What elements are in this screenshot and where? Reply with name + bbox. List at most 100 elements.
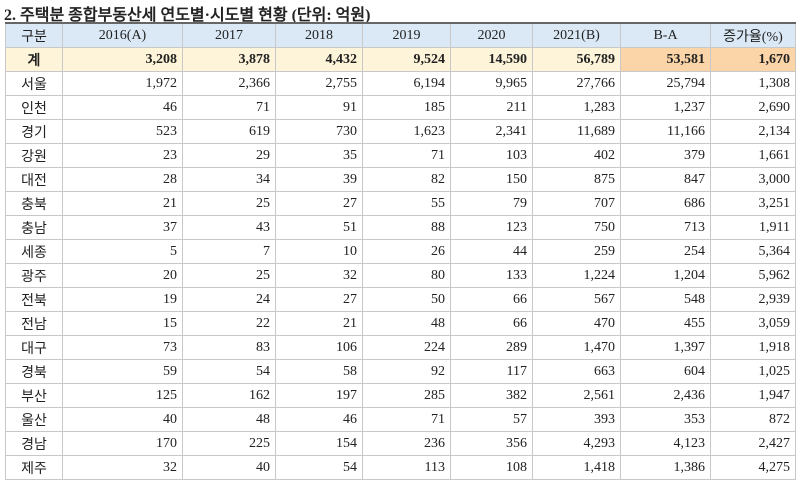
cell: 185 bbox=[362, 95, 451, 120]
cell: 5 bbox=[62, 239, 183, 264]
cell: 54 bbox=[182, 359, 276, 384]
cell: 73 bbox=[62, 335, 183, 360]
cell: 663 bbox=[532, 359, 621, 384]
cell: 548 bbox=[620, 287, 711, 312]
row-label: 제주 bbox=[5, 455, 63, 480]
cell: 46 bbox=[62, 95, 183, 120]
cell: 236 bbox=[362, 431, 451, 456]
cell: 1,308 bbox=[710, 71, 796, 96]
cell: 113 bbox=[362, 455, 451, 480]
cell: 2,427 bbox=[710, 431, 796, 456]
table-row: 경남 170 225 154 236 356 4,293 4,123 2,427 bbox=[5, 431, 796, 456]
row-label: 인천 bbox=[5, 95, 63, 120]
cell: 7 bbox=[182, 239, 276, 264]
cell: 25 bbox=[182, 263, 276, 288]
cell: 382 bbox=[450, 383, 533, 408]
cell: 23 bbox=[62, 143, 183, 168]
cell: 225 bbox=[182, 431, 276, 456]
table-row: 제주 32 40 54 113 108 1,418 1,386 4,275 bbox=[5, 455, 796, 480]
cell: 1,397 bbox=[620, 335, 711, 360]
cell: 22 bbox=[182, 311, 276, 336]
cell: 1,025 bbox=[710, 359, 796, 384]
cell: 353 bbox=[620, 407, 711, 432]
cell: 5,364 bbox=[710, 239, 796, 264]
row-label: 대전 bbox=[5, 167, 63, 192]
table-row: 인천 46 71 91 185 211 1,283 1,237 2,690 bbox=[5, 95, 796, 120]
cell: 32 bbox=[275, 263, 363, 288]
cell: 53,581 bbox=[620, 47, 711, 72]
cell: 1,224 bbox=[532, 263, 621, 288]
cell: 379 bbox=[620, 143, 711, 168]
row-label: 서울 bbox=[5, 71, 63, 96]
cell: 28 bbox=[62, 167, 183, 192]
cell: 1,670 bbox=[710, 47, 796, 72]
cell: 58 bbox=[275, 359, 363, 384]
cell: 1,911 bbox=[710, 215, 796, 240]
cell: 2021(B) bbox=[532, 22, 621, 48]
cell: 2,755 bbox=[275, 71, 363, 96]
row-label: 부산 bbox=[5, 383, 63, 408]
cell: 71 bbox=[362, 143, 451, 168]
cell: 88 bbox=[362, 215, 451, 240]
total-row: 계 3,208 3,878 4,432 9,524 14,590 56,789 53,581 1… bbox=[5, 47, 796, 72]
cell: 730 bbox=[275, 119, 363, 144]
cell: 27 bbox=[275, 287, 363, 312]
cell: 3,000 bbox=[710, 167, 796, 192]
cell: 25,794 bbox=[620, 71, 711, 96]
table-row: 전북 19 24 27 50 66 567 548 2,939 bbox=[5, 287, 796, 312]
cell: 289 bbox=[450, 335, 533, 360]
cell: 66 bbox=[450, 287, 533, 312]
cell: 24 bbox=[182, 287, 276, 312]
cell: 57 bbox=[450, 407, 533, 432]
cell: 6,194 bbox=[362, 71, 451, 96]
cell: 44 bbox=[450, 239, 533, 264]
cell: 117 bbox=[450, 359, 533, 384]
cell: 91 bbox=[275, 95, 363, 120]
cell: 51 bbox=[275, 215, 363, 240]
cell: 9,965 bbox=[450, 71, 533, 96]
cell: 증가율(%) bbox=[710, 22, 796, 48]
table-row: 부산 125 162 197 285 382 2,561 2,436 1,947 bbox=[5, 383, 796, 408]
cell: 1,918 bbox=[710, 335, 796, 360]
cell: 847 bbox=[620, 167, 711, 192]
cell: 80 bbox=[362, 263, 451, 288]
cell: 27 bbox=[275, 191, 363, 216]
cell: 2016(A) bbox=[62, 22, 183, 48]
cell: 14,590 bbox=[450, 47, 533, 72]
cell: 2018 bbox=[275, 22, 363, 48]
row-label: 울산 bbox=[5, 407, 63, 432]
cell: 2,939 bbox=[710, 287, 796, 312]
cell: 79 bbox=[450, 191, 533, 216]
row-label: 대구 bbox=[5, 335, 63, 360]
cell: 46 bbox=[275, 407, 363, 432]
cell: 20 bbox=[62, 263, 183, 288]
cell: 55 bbox=[362, 191, 451, 216]
table-row: 충남 37 43 51 88 123 750 713 1,911 bbox=[5, 215, 796, 240]
cell: 48 bbox=[362, 311, 451, 336]
table-body: 구분 2016(A) 2017 2018 2019 2020 2021(B) B-A 증가율(%… bbox=[5, 22, 796, 480]
cell: 154 bbox=[275, 431, 363, 456]
row-label: 계 bbox=[5, 47, 63, 72]
title: 2. 주택분 종합부동산세 연도별·시도별 현황 (단위: 억원) bbox=[4, 7, 371, 24]
cell: 48 bbox=[182, 407, 276, 432]
cell: 1,418 bbox=[532, 455, 621, 480]
cell: 21 bbox=[275, 311, 363, 336]
cell: 27,766 bbox=[532, 71, 621, 96]
cell: 21 bbox=[62, 191, 183, 216]
cell: 393 bbox=[532, 407, 621, 432]
cell: 455 bbox=[620, 311, 711, 336]
cell: 82 bbox=[362, 167, 451, 192]
cell: 875 bbox=[532, 167, 621, 192]
cell: 1,972 bbox=[62, 71, 183, 96]
cell: 32 bbox=[62, 455, 183, 480]
cell: 71 bbox=[182, 95, 276, 120]
cell: 567 bbox=[532, 287, 621, 312]
cell: 150 bbox=[450, 167, 533, 192]
cell: 3,251 bbox=[710, 191, 796, 216]
cell: 686 bbox=[620, 191, 711, 216]
cell: 1,470 bbox=[532, 335, 621, 360]
table-row: 광주 20 25 32 80 133 1,224 1,204 5,962 bbox=[5, 263, 796, 288]
cell: 92 bbox=[362, 359, 451, 384]
cell: 108 bbox=[450, 455, 533, 480]
